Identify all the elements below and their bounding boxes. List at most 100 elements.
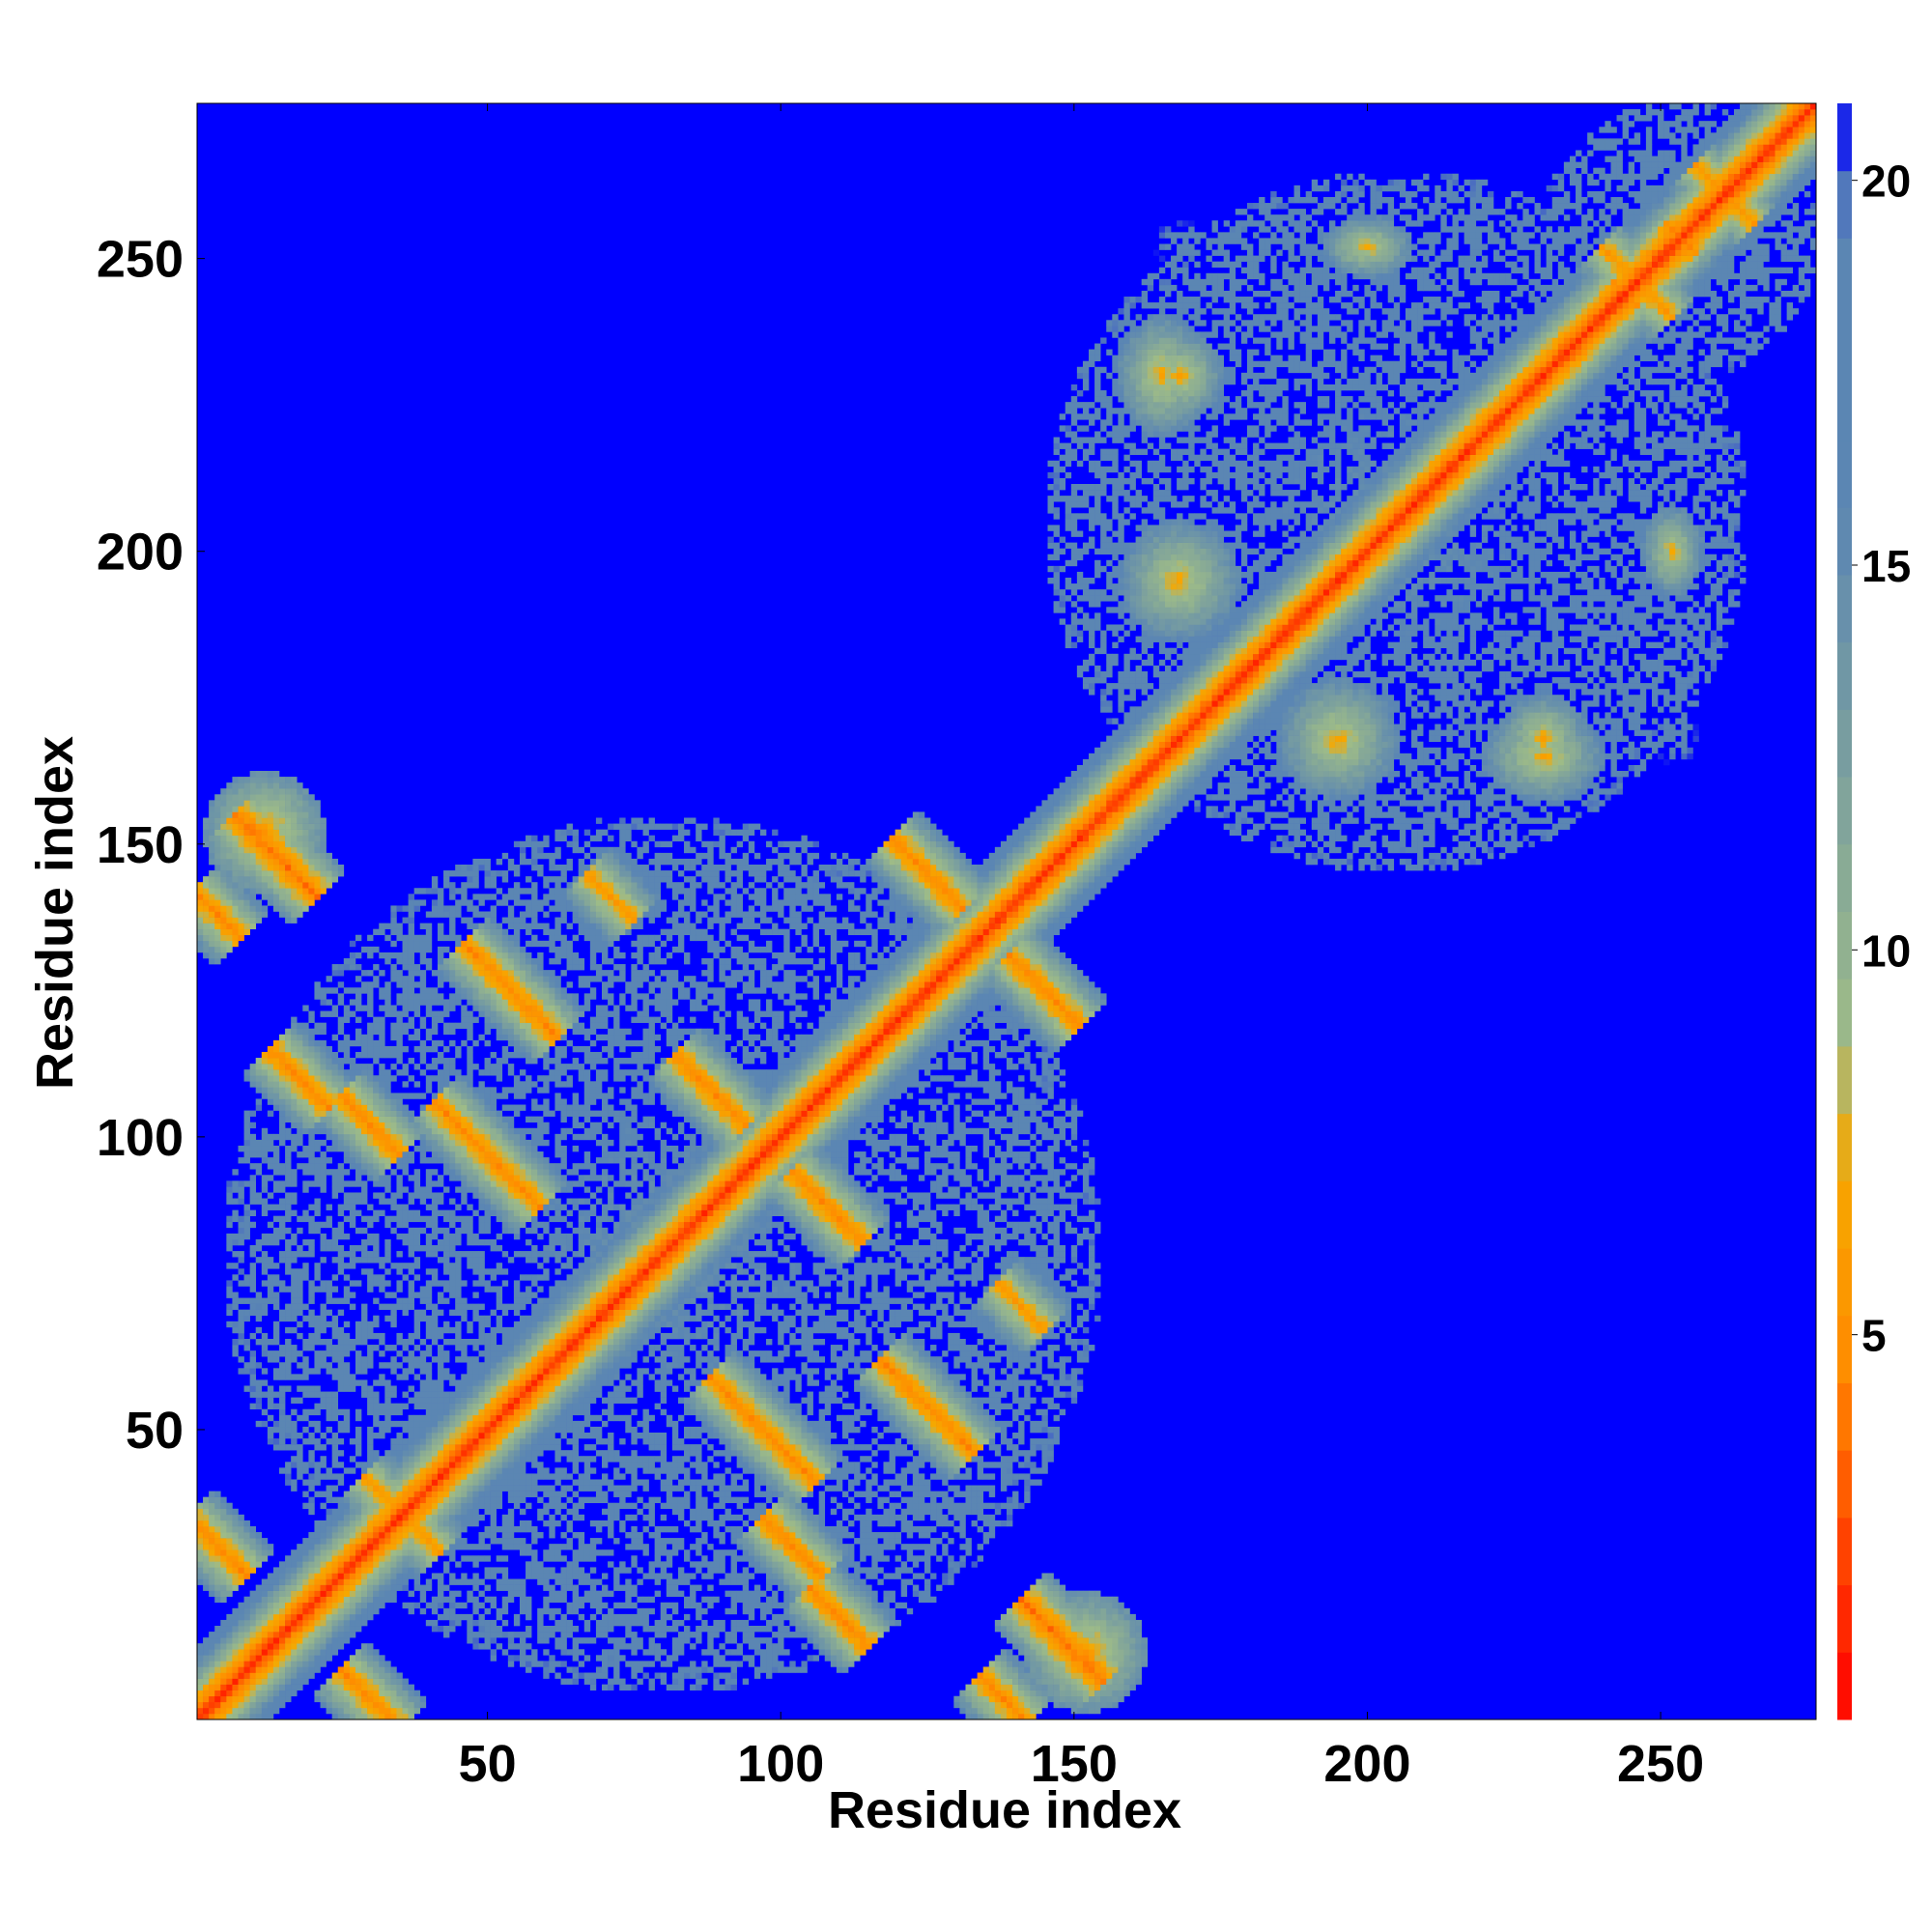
- heatmap-cell: [261, 771, 269, 778]
- heatmap-cell: [496, 934, 503, 942]
- heatmap-cell: [507, 1661, 515, 1667]
- heatmap-cell: [408, 1561, 414, 1568]
- heatmap-cell: [467, 1408, 473, 1416]
- heatmap-cell: [373, 1321, 380, 1328]
- heatmap-cell: [419, 1356, 427, 1363]
- heatmap-cell: [314, 1075, 321, 1082]
- heatmap-cell: [373, 1491, 380, 1497]
- heatmap-cell: [513, 1479, 521, 1486]
- heatmap-cell: [209, 1567, 215, 1574]
- heatmap-cell: [437, 1432, 444, 1439]
- heatmap-cell: [373, 1508, 380, 1516]
- heatmap-cell: [379, 1169, 385, 1176]
- heatmap-cell: [437, 1444, 444, 1451]
- heatmap-cell: [337, 1473, 345, 1480]
- heatmap-cell: [279, 1678, 286, 1685]
- heatmap-cell: [291, 835, 298, 842]
- heatmap-cell: [326, 1520, 332, 1527]
- heatmap-cell: [431, 1356, 439, 1363]
- heatmap-cell: [390, 1075, 397, 1082]
- heatmap-cell: [279, 823, 286, 830]
- heatmap-cell: [320, 1064, 327, 1070]
- heatmap-cell: [443, 1403, 450, 1410]
- heatmap-cell: [272, 1672, 280, 1679]
- heatmap-cell: [467, 1022, 473, 1030]
- heatmap-cell: [214, 934, 221, 942]
- heatmap-cell: [484, 894, 491, 900]
- heatmap-cell: [349, 1496, 356, 1504]
- heatmap-cell: [314, 1204, 321, 1210]
- heatmap-cell: [226, 1695, 233, 1703]
- heatmap-cell: [443, 1532, 450, 1539]
- heatmap-cell: [297, 1643, 303, 1650]
- heatmap-cell: [308, 1561, 315, 1568]
- heatmap-cell: [355, 1339, 362, 1346]
- heatmap-cell: [285, 1374, 292, 1380]
- heatmap-cell: [232, 1263, 239, 1269]
- heatmap-cell: [320, 846, 327, 854]
- heatmap-cell: [472, 1408, 479, 1416]
- heatmap-cell: [419, 1292, 427, 1298]
- heatmap-cell: [331, 1672, 339, 1679]
- heatmap-cell: [449, 1151, 456, 1158]
- heatmap-cell: [384, 1701, 391, 1709]
- heatmap-cell: [361, 1567, 368, 1574]
- heatmap-cell: [203, 1561, 210, 1568]
- heatmap-cell: [197, 1549, 204, 1556]
- heatmap-cell: [384, 1110, 391, 1117]
- heatmap-cell: [408, 1502, 414, 1510]
- heatmap-cell: [255, 1315, 263, 1322]
- heatmap-cell: [331, 1122, 339, 1129]
- heatmap-cell: [337, 1209, 345, 1216]
- heatmap-cell: [402, 1520, 409, 1527]
- heatmap-cell: [437, 1520, 444, 1527]
- heatmap-cell: [437, 928, 444, 936]
- heatmap-cell: [461, 981, 468, 988]
- heatmap-cell: [461, 1022, 468, 1030]
- heatmap-cell: [272, 1573, 280, 1579]
- heatmap-cell: [337, 1116, 345, 1123]
- heatmap-cell: [267, 1414, 274, 1422]
- heatmap-cell: [379, 1350, 385, 1357]
- heatmap-cell: [507, 1414, 515, 1422]
- heatmap-cell: [413, 1127, 421, 1135]
- heatmap-cell: [361, 981, 368, 988]
- heatmap-cell: [302, 1186, 309, 1193]
- heatmap-cell: [255, 1690, 263, 1697]
- heatmap-cell: [197, 1690, 204, 1697]
- heatmap-cell: [349, 1508, 356, 1516]
- heatmap-cell: [419, 1104, 427, 1111]
- heatmap-cell: [390, 1110, 397, 1117]
- heatmap-cell: [291, 1632, 298, 1638]
- heatmap-cell: [337, 1525, 345, 1533]
- heatmap-cell: [367, 993, 374, 1000]
- heatmap-cell: [355, 1479, 362, 1486]
- heatmap-cell: [472, 1268, 479, 1275]
- heatmap-cell: [285, 788, 292, 795]
- heatmap-cell: [373, 1028, 380, 1036]
- heatmap-cell: [238, 1549, 244, 1556]
- heatmap-cell: [373, 1215, 380, 1223]
- heatmap-cell: [501, 1045, 509, 1053]
- heatmap-cell: [197, 899, 204, 906]
- heatmap-cell: [467, 1034, 473, 1041]
- heatmap-cell: [478, 1462, 485, 1468]
- heatmap-cell: [367, 1444, 374, 1451]
- heatmap-cell: [379, 993, 385, 1000]
- heatmap-cell: [249, 1561, 257, 1568]
- heatmap-cell: [431, 1491, 439, 1497]
- heatmap-cell: [490, 1456, 497, 1463]
- heatmap-cell: [484, 1286, 491, 1293]
- heatmap-cell: [443, 1514, 450, 1521]
- heatmap-cell: [331, 1069, 339, 1076]
- heatmap-cell: [308, 1637, 315, 1644]
- heatmap-cell: [214, 1544, 221, 1550]
- heatmap-cell: [220, 1544, 227, 1550]
- heatmap-cell: [501, 1408, 509, 1416]
- heatmap-cell: [320, 1180, 327, 1187]
- heatmap-cell: [243, 852, 250, 860]
- heatmap-cell: [384, 1707, 391, 1715]
- heatmap-cell: [408, 1520, 414, 1527]
- heatmap-cell: [437, 1549, 444, 1556]
- heatmap-cell: [349, 1151, 356, 1158]
